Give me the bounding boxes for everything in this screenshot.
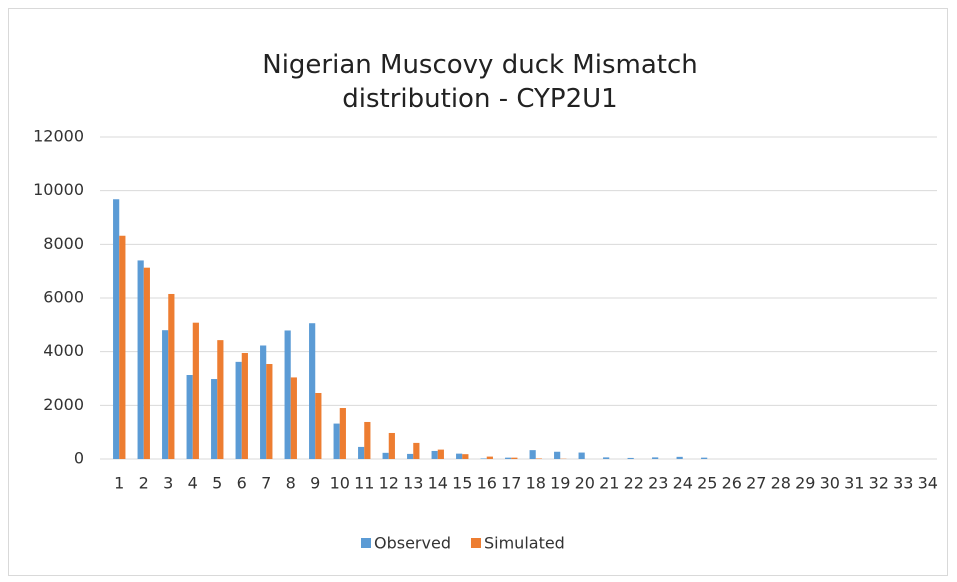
x-tick-label: 6 — [237, 474, 247, 493]
x-tick-label: 3 — [163, 474, 173, 493]
bar — [652, 457, 659, 459]
x-tick-label: 34 — [918, 474, 938, 493]
bar — [535, 458, 542, 459]
bar — [211, 379, 218, 459]
bar — [413, 442, 420, 459]
bar — [168, 293, 175, 459]
x-tick-label: 5 — [212, 474, 222, 493]
legend-marker — [470, 538, 481, 548]
x-tick-label: 11 — [354, 474, 374, 493]
x-tick-label: 29 — [795, 474, 815, 493]
bar — [480, 458, 487, 459]
bar — [382, 452, 389, 459]
bar — [358, 446, 365, 459]
x-tick-label: 28 — [771, 474, 791, 493]
x-tick-label: 2 — [139, 474, 149, 493]
bar — [701, 457, 708, 459]
y-tick-label: 6000 — [43, 288, 84, 307]
legend-label: Observed — [374, 534, 451, 553]
bar — [407, 453, 414, 459]
bar — [186, 375, 193, 459]
bar — [431, 450, 438, 459]
x-tick-label: 22 — [624, 474, 644, 493]
bar — [603, 457, 610, 459]
bar — [241, 353, 248, 459]
bar — [235, 361, 242, 459]
bar — [113, 199, 120, 459]
bar — [529, 450, 536, 459]
y-tick-label: 8000 — [43, 234, 84, 253]
bar — [554, 451, 561, 459]
bar — [284, 330, 291, 459]
y-tick-label: 12000 — [33, 127, 84, 146]
x-tick-label: 20 — [575, 474, 595, 493]
bar — [339, 408, 346, 459]
x-tick-label: 9 — [310, 474, 320, 493]
bar — [505, 457, 512, 459]
bar — [162, 330, 169, 459]
x-tick-label: 25 — [697, 474, 717, 493]
chart-border — [8, 8, 948, 576]
bar — [266, 364, 273, 459]
bar — [143, 267, 150, 459]
x-tick-label: 14 — [428, 474, 448, 493]
x-tick-label: 21 — [599, 474, 619, 493]
bar — [511, 457, 518, 459]
x-tick-label: 27 — [746, 474, 766, 493]
bar — [333, 423, 340, 459]
bar — [315, 392, 322, 459]
bar — [119, 235, 126, 459]
bar — [486, 456, 493, 459]
x-tick-label: 33 — [893, 474, 913, 493]
bar — [192, 322, 199, 459]
bar — [676, 456, 683, 459]
x-tick-label: 18 — [526, 474, 546, 493]
x-tick-label: 16 — [477, 474, 497, 493]
bar — [290, 377, 297, 459]
legend-label: Simulated — [484, 534, 565, 553]
bar — [260, 345, 267, 459]
x-tick-label: 1 — [114, 474, 124, 493]
y-tick-label: 0 — [74, 449, 84, 468]
bar — [137, 260, 144, 459]
x-tick-label: 31 — [844, 474, 864, 493]
bar — [627, 457, 634, 459]
x-tick-label: 26 — [722, 474, 742, 493]
chart-title: Nigerian Muscovy duck Mismatch distribut… — [262, 50, 698, 114]
y-tick-label: 2000 — [43, 395, 84, 414]
x-tick-label: 19 — [550, 474, 570, 493]
bar — [217, 340, 224, 459]
x-tick-label: 32 — [869, 474, 889, 493]
bar — [309, 323, 316, 459]
bar — [456, 453, 463, 459]
x-tick-label: 8 — [286, 474, 296, 493]
x-tick-label: 10 — [330, 474, 350, 493]
y-tick-label: 4000 — [43, 341, 84, 360]
x-tick-label: 7 — [261, 474, 271, 493]
x-tick-label: 30 — [820, 474, 840, 493]
bar — [578, 452, 585, 459]
x-tick-label: 24 — [673, 474, 693, 493]
x-tick-label: 4 — [188, 474, 198, 493]
bar — [364, 421, 371, 459]
bar — [462, 454, 469, 459]
x-tick-label: 12 — [379, 474, 399, 493]
x-tick-label: 17 — [501, 474, 521, 493]
bar — [437, 449, 444, 459]
x-tick-label: 23 — [648, 474, 668, 493]
x-tick-label: 15 — [452, 474, 472, 493]
bar — [388, 432, 395, 459]
y-tick-label: 10000 — [33, 180, 84, 199]
legend-marker — [361, 538, 371, 548]
x-tick-label: 13 — [403, 474, 423, 493]
